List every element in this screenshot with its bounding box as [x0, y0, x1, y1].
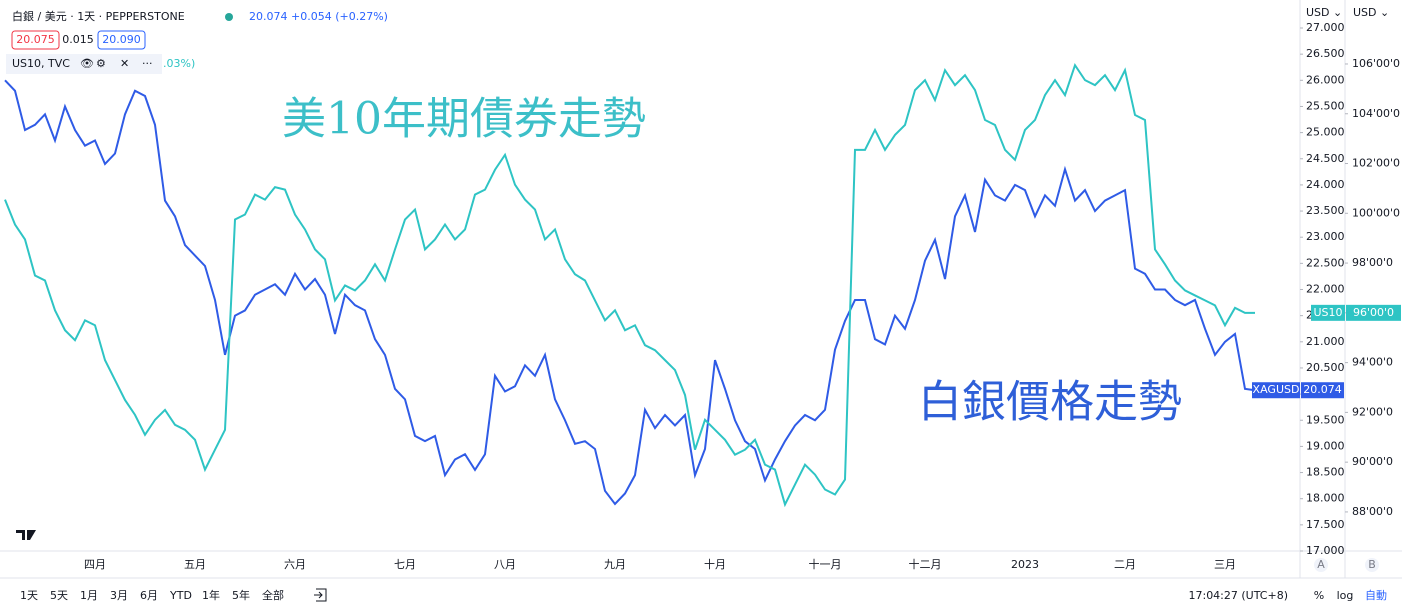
y-tick-label: 26.500: [1306, 47, 1345, 60]
y2-tick-label: 102'00'0: [1352, 157, 1400, 170]
y-tick-label: 18.000: [1306, 492, 1345, 505]
axis-badge[interactable]: [1314, 558, 1328, 572]
range-button[interactable]: 5年: [232, 588, 250, 602]
price-tag: [1301, 382, 1344, 399]
overlay-symbol[interactable]: US10, TVC: [12, 57, 70, 70]
y-tick-label: 26.000: [1306, 73, 1345, 86]
auto-toggle[interactable]: 自動: [1365, 588, 1387, 602]
overlay-bar: [6, 54, 162, 74]
y-tick-label: 23.000: [1306, 230, 1345, 243]
annotation: 白銀價格走勢: [918, 377, 1182, 428]
logo: [16, 530, 36, 540]
range-button[interactable]: 5天: [50, 589, 68, 602]
axis-badge[interactable]: [1365, 558, 1379, 572]
x-tick-label: 七月: [394, 558, 416, 571]
ask-box[interactable]: [97, 30, 146, 50]
y2-tick-label: 106'00'0: [1352, 57, 1400, 70]
goto-icon[interactable]: [314, 588, 327, 602]
bid[interactable]: 20.075: [16, 33, 55, 46]
x-tick-label: 十月: [704, 557, 726, 571]
status-dot: [225, 13, 233, 21]
x-tick-label: 三月: [1214, 558, 1236, 571]
y-tick-label: 22.500: [1306, 256, 1345, 269]
axis-badge-label[interactable]: B: [1368, 558, 1376, 571]
y-tick-label: 20.500: [1306, 361, 1345, 374]
series-tag-label: XAGUSD: [1253, 383, 1300, 396]
bid-box[interactable]: [11, 30, 60, 50]
percent-toggle[interactable]: %: [1314, 589, 1324, 602]
range-button[interactable]: 1年: [202, 588, 220, 602]
series-tag-label: US10: [1313, 306, 1342, 319]
spread: 0.015: [62, 33, 94, 46]
range-button[interactable]: 全部: [262, 588, 284, 602]
axis-unit[interactable]: USD ⌄: [1353, 6, 1389, 19]
x-tick-label: 二月: [1114, 558, 1136, 571]
y-tick-label: 25.500: [1306, 99, 1345, 112]
ask[interactable]: 20.090: [102, 33, 141, 46]
y-tick-label: 25.000: [1306, 126, 1345, 139]
x-tick-label: 十二月: [909, 557, 942, 571]
y2-tick-label: 94'00'0: [1352, 356, 1393, 369]
price-tag: [1346, 304, 1401, 321]
y-tick-label: 21.000: [1306, 335, 1345, 348]
series-tag: [1252, 382, 1300, 399]
range-button[interactable]: 3月: [110, 589, 128, 602]
annotation: 美10年期債券走勢: [282, 94, 646, 145]
overlay-quote: .03%): [163, 57, 195, 70]
y2-tick-label: 104'00'0: [1352, 107, 1400, 120]
series-line: [4, 62, 1255, 508]
quote: 20.074 +0.054 (+0.27%): [249, 10, 388, 23]
y-tick-label: 19.000: [1306, 439, 1345, 452]
series-line: [4, 79, 1256, 506]
log-toggle[interactable]: log: [1337, 589, 1354, 602]
price-tag-label: 20.074: [1303, 383, 1342, 396]
y-tick-label: 23.500: [1306, 204, 1345, 217]
range-button[interactable]: YTD: [169, 589, 192, 602]
x-tick-label: 九月: [604, 558, 626, 571]
y-tick-label: 24.500: [1306, 152, 1345, 165]
eye-icon[interactable]: 👁: [80, 57, 94, 70]
axis-badge-label[interactable]: A: [1317, 558, 1325, 571]
symbol-title: 白銀 / 美元 · 1天 · PEPPERSTONE: [12, 9, 185, 23]
plot-area: [4, 62, 1256, 508]
range-button[interactable]: 1天: [20, 589, 38, 602]
y2-tick-label: 92'00'0: [1352, 405, 1393, 418]
series-tag: [1311, 304, 1345, 321]
x-tick-label: 十一月: [809, 557, 842, 571]
toolbar: 1天 5天 1月 3月 6月 YTD 1年 5年 全部: [20, 588, 284, 602]
y-tick-label: 17.500: [1306, 518, 1345, 531]
y-tick-label: 19.500: [1306, 413, 1345, 426]
clock: 17:04:27 (UTC+8): [1188, 589, 1288, 602]
y2-tick-label: 98'00'0: [1352, 256, 1393, 269]
y-tick-label: 22.000: [1306, 283, 1345, 296]
y-tick-label: 27.000: [1306, 21, 1345, 34]
x-tick-label: 2023: [1011, 558, 1039, 571]
range-button[interactable]: 6月: [140, 589, 158, 602]
close-icon[interactable]: ✕: [120, 57, 129, 70]
y2-tick-label: 88'00'0: [1352, 505, 1393, 518]
y2-tick-label: 90'00'0: [1352, 455, 1393, 468]
y-tick-label: 17.000: [1306, 544, 1345, 557]
settings-icon[interactable]: ⚙: [96, 57, 106, 70]
y-tick-label: 18.500: [1306, 466, 1345, 479]
x-tick-label: 五月: [184, 558, 206, 571]
price-tag-label: 96'00'0: [1353, 306, 1394, 319]
x-tick-label: 四月: [84, 558, 106, 571]
y2-tick-label: 100'00'0: [1352, 206, 1400, 219]
y-tick-label: 24.000: [1306, 178, 1345, 191]
range-button[interactable]: 1月: [80, 589, 98, 602]
x-tick-label: 六月: [284, 558, 306, 571]
axis-unit[interactable]: USD ⌄: [1306, 6, 1342, 19]
more-icon[interactable]: ···: [142, 57, 153, 70]
x-tick-label: 八月: [494, 558, 516, 571]
